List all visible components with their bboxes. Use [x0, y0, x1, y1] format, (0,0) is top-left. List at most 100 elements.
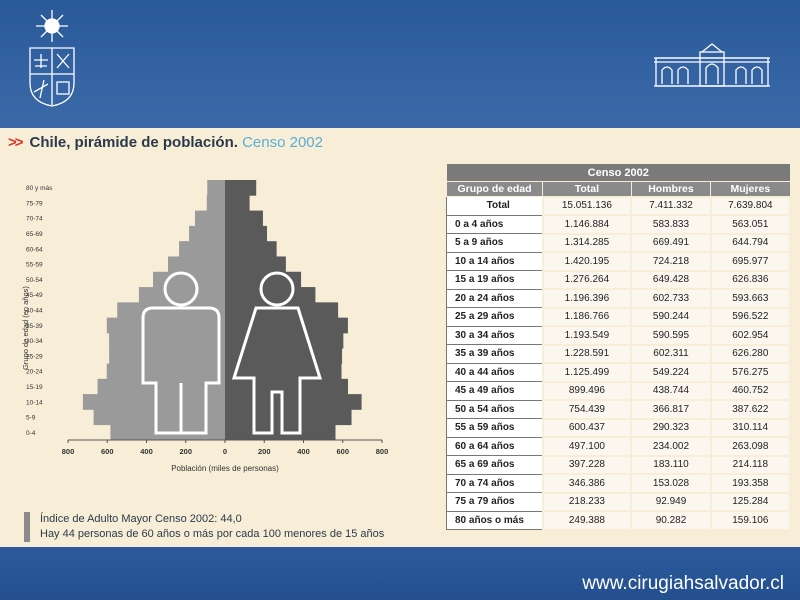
table-header-cell: Hombres	[630, 181, 712, 197]
slide-subtitle: Censo 2002	[242, 134, 323, 151]
value-cell: 590.244	[630, 306, 712, 327]
female-bar	[225, 424, 336, 441]
value-cell: 602.311	[630, 343, 712, 364]
table-row: 80 años o más 249.388 90.282 159.106	[446, 510, 792, 531]
y-axis-label: Grupo de edad (en años)	[21, 286, 30, 370]
table-caption: Censo 2002	[446, 163, 791, 182]
age-group-cell: 80 años o más	[446, 510, 543, 530]
age-tick-label: 10-14	[26, 399, 43, 406]
value-cell: 183.110	[630, 454, 712, 475]
value-cell: 1.186.766	[541, 306, 633, 327]
female-bar	[225, 180, 257, 196]
value-cell: 899.496	[541, 380, 633, 401]
census-table: Censo 2002 Grupo de edad Total Hombres M…	[446, 163, 792, 531]
table-row: 40 a 44 años 1.125.499 549.224 576.275	[446, 362, 792, 383]
value-cell: 583.833	[630, 214, 712, 235]
value-cell: 600.437	[541, 417, 633, 438]
woman-figure-icon	[231, 271, 323, 435]
population-pyramid-chart: 0-4 5-9 10-14 15-19 20-24 25-29 30-34 35-39 40-4…	[21, 180, 388, 473]
male-bar	[93, 409, 225, 426]
university-crest-logo	[29, 10, 75, 107]
value-cell: 7.411.332	[630, 195, 712, 216]
male-bar	[194, 210, 225, 227]
table-header-cell: Total	[542, 181, 632, 197]
female-bar	[225, 378, 349, 395]
value-cell: 193.358	[709, 473, 792, 494]
male-bar	[206, 195, 225, 211]
value-cell: 754.439	[541, 399, 633, 420]
table-row: 25 a 29 años 1.186.766 590.244 596.522	[446, 306, 792, 327]
age-tick-label: 40-44	[26, 308, 43, 315]
age-group-cell: 60 a 64 años	[446, 436, 543, 456]
age-group-cell: 35 a 39 años	[446, 344, 543, 364]
table-row: 5 a 9 años 1.314.285 669.491 644.794	[446, 232, 792, 253]
value-cell: 1.146.884	[541, 214, 633, 235]
table-row: 20 a 24 años 1.196.396 602.733 593.663	[446, 288, 792, 309]
building-facade-logo	[654, 43, 770, 87]
male-bar	[106, 317, 225, 334]
value-cell: 497.100	[541, 436, 633, 457]
age-group-cell: 25 a 29 años	[446, 307, 543, 327]
value-cell: 153.028	[630, 473, 712, 494]
age-group-cell: 45 a 49 años	[446, 381, 543, 401]
value-cell: 263.098	[709, 436, 792, 457]
age-group-cell: 70 a 74 años	[446, 473, 543, 493]
male-bar	[109, 348, 225, 364]
female-bar	[225, 332, 344, 349]
age-tick-label: 0-4	[26, 430, 36, 437]
x-tick-label: 0	[223, 447, 227, 456]
value-cell: 1.420.195	[541, 251, 633, 272]
female-bar	[225, 210, 263, 227]
value-cell: 249.388	[541, 510, 633, 531]
value-cell: 90.282	[630, 510, 712, 531]
content-slide: >> Chile, pirámide de población. Censo 20…	[0, 128, 800, 547]
age-tick-label: 65-69	[26, 231, 43, 238]
male-bar	[189, 225, 225, 242]
x-tick-label: 200	[258, 447, 271, 456]
value-cell: 576.275	[709, 362, 792, 383]
age-tick-label: 20-24	[26, 369, 43, 376]
age-tick-label: 50-54	[26, 277, 43, 284]
value-cell: 290.323	[630, 417, 712, 438]
x-tick-label: 200	[179, 447, 192, 456]
value-cell: 669.491	[630, 232, 712, 253]
age-tick-label: 55-59	[26, 262, 43, 269]
table-row: 70 a 74 años 346.386 153.028 193.358	[446, 473, 792, 494]
x-tick-label: 800	[62, 447, 75, 456]
value-cell: 724.218	[630, 251, 712, 272]
value-cell: 346.386	[541, 473, 633, 494]
table-row: 30 a 34 años 1.193.549 590.595 602.954	[446, 325, 792, 346]
footnote: Índice de Adulto Mayor Censo 2002: 44,0 …	[24, 512, 384, 542]
man-figure-icon	[141, 271, 221, 435]
age-group-cell: 75 a 79 años	[446, 492, 543, 512]
value-cell: 602.954	[709, 325, 792, 346]
value-cell: 310.114	[709, 417, 792, 438]
female-bar	[225, 256, 286, 273]
value-cell: 15.051.136	[541, 195, 633, 216]
heading-arrows: >>	[8, 134, 23, 151]
slide-heading: >> Chile, pirámide de población. Censo 20…	[8, 134, 323, 151]
value-cell: 1.276.264	[541, 269, 633, 290]
male-bar	[168, 256, 225, 273]
age-group-cell: 40 a 44 años	[446, 362, 543, 382]
value-cell: 234.002	[630, 436, 712, 457]
female-bar	[225, 317, 348, 334]
female-bar	[225, 195, 250, 211]
value-cell: 125.284	[709, 491, 792, 512]
table-row: 35 a 39 años 1.228.591 602.311 626.280	[446, 343, 792, 364]
value-cell: 1.314.285	[541, 232, 633, 253]
value-cell: 92.949	[630, 491, 712, 512]
table-row: 0 a 4 años 1.146.884 583.833 563.051	[446, 214, 792, 235]
value-cell: 590.595	[630, 325, 712, 346]
age-group-cell: 10 a 14 años	[446, 251, 543, 271]
x-tick-label: 600	[336, 447, 349, 456]
female-bar	[225, 394, 362, 410]
female-bar	[225, 241, 277, 257]
age-tick-label: 60-64	[26, 246, 43, 253]
male-bar	[109, 332, 225, 349]
x-tick-label: 400	[297, 447, 310, 456]
value-cell: 214.118	[709, 454, 792, 475]
age-group-cell: 20 a 24 años	[446, 288, 543, 308]
value-cell: 1.196.396	[541, 288, 633, 309]
value-cell: 7.639.804	[709, 195, 792, 216]
